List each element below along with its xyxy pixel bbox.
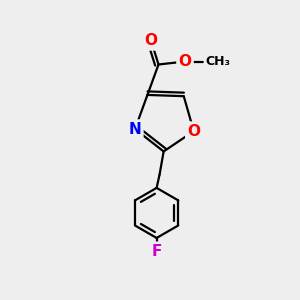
Text: O: O bbox=[145, 33, 158, 48]
Text: F: F bbox=[152, 244, 162, 259]
Text: O: O bbox=[178, 54, 191, 69]
Text: N: N bbox=[129, 122, 141, 136]
Text: O: O bbox=[187, 124, 200, 139]
Text: CH₃: CH₃ bbox=[206, 55, 231, 68]
